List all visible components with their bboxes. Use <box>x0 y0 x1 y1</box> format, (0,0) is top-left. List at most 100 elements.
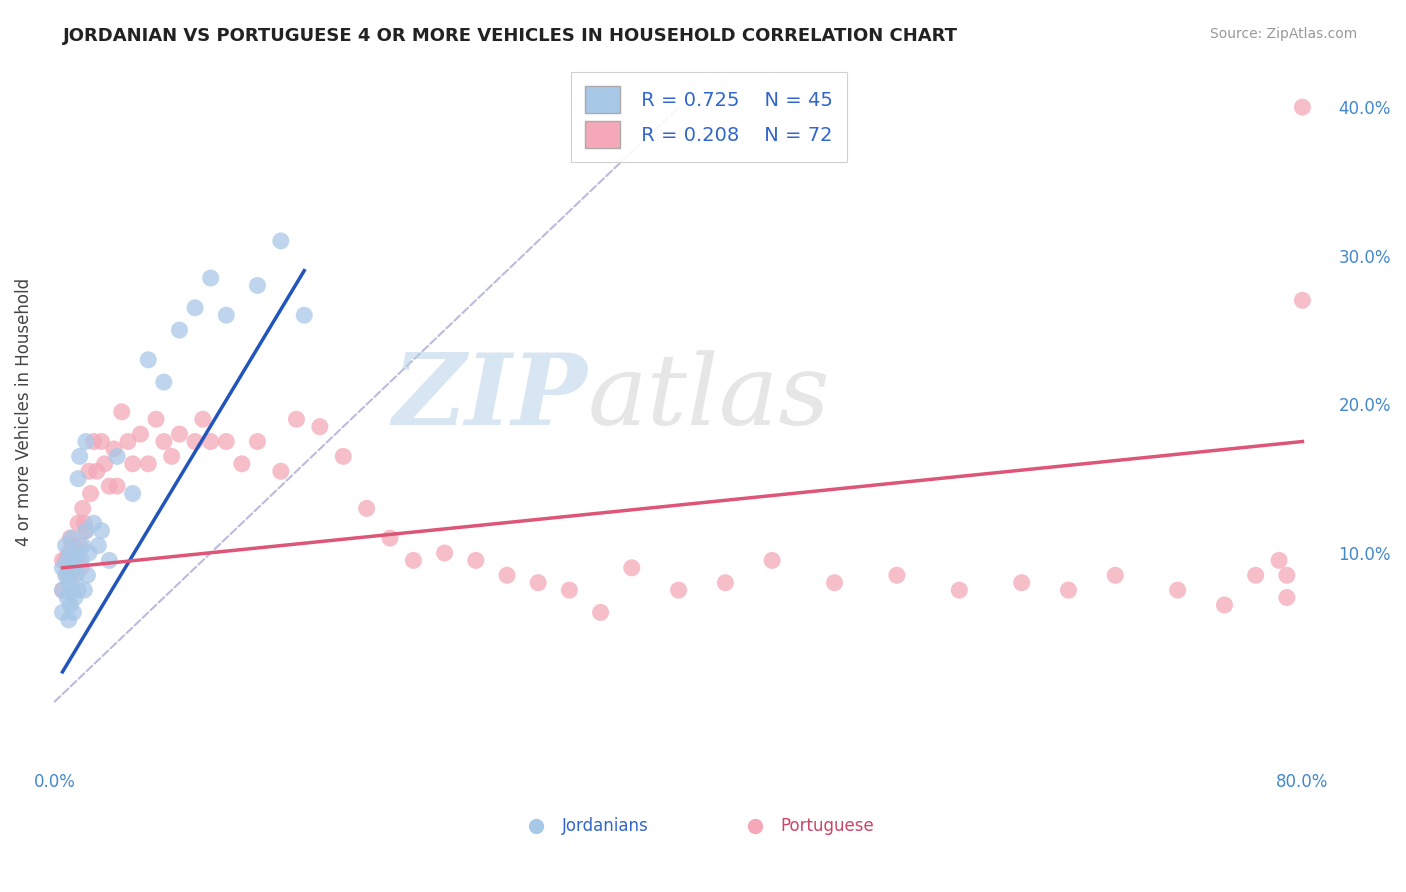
Point <box>901 814 924 828</box>
Point <box>589 606 612 620</box>
Point <box>285 412 308 426</box>
Point <box>1213 598 1236 612</box>
Point <box>402 553 425 567</box>
Point <box>56 553 79 567</box>
Text: atlas: atlas <box>588 350 830 445</box>
Point <box>62 568 84 582</box>
Point <box>93 457 115 471</box>
Point <box>73 583 96 598</box>
Point <box>59 546 82 560</box>
Point <box>67 546 90 560</box>
Point <box>105 479 128 493</box>
Point <box>527 575 550 590</box>
Point <box>103 442 125 456</box>
Point <box>56 591 79 605</box>
Point <box>51 583 73 598</box>
Point <box>98 553 121 567</box>
Point <box>1291 293 1313 308</box>
Point <box>72 539 94 553</box>
Point <box>636 814 658 828</box>
Point <box>67 472 90 486</box>
Point <box>714 575 737 590</box>
Point <box>378 531 401 545</box>
Point <box>433 546 456 560</box>
Point <box>63 553 86 567</box>
Point <box>62 561 84 575</box>
Point <box>51 553 73 567</box>
Point <box>246 278 269 293</box>
Point <box>77 546 100 560</box>
Legend:  R = 0.725    N = 45,  R = 0.208    N = 72: R = 0.725 N = 45, R = 0.208 N = 72 <box>571 72 846 162</box>
Point <box>464 553 486 567</box>
Text: ZIP: ZIP <box>392 350 588 446</box>
Point <box>58 613 80 627</box>
Point <box>948 583 970 598</box>
Point <box>169 323 191 337</box>
Point <box>169 427 191 442</box>
Point <box>620 561 643 575</box>
Point <box>86 464 108 478</box>
Point <box>1244 568 1267 582</box>
Point <box>63 546 86 560</box>
Point <box>75 524 97 538</box>
Point <box>70 561 93 575</box>
Point <box>1291 100 1313 114</box>
Point <box>121 486 143 500</box>
Point <box>153 375 176 389</box>
Point <box>65 568 87 582</box>
Point <box>67 583 90 598</box>
Point <box>1104 568 1126 582</box>
Point <box>105 450 128 464</box>
Point <box>58 546 80 560</box>
Point <box>51 583 73 598</box>
Point <box>63 591 86 605</box>
Point <box>308 419 330 434</box>
Point <box>60 583 83 598</box>
Point <box>67 516 90 531</box>
Point <box>215 434 238 449</box>
Point <box>136 352 159 367</box>
Point <box>191 412 214 426</box>
Point <box>1275 591 1298 605</box>
Point <box>200 271 222 285</box>
Point <box>824 575 846 590</box>
Point <box>87 539 110 553</box>
Point <box>160 450 183 464</box>
Point <box>129 427 152 442</box>
Point <box>117 434 139 449</box>
Point <box>69 450 91 464</box>
Point <box>59 598 82 612</box>
Point <box>98 479 121 493</box>
Text: Portuguese: Portuguese <box>780 816 875 835</box>
Text: JORDANIAN VS PORTUGUESE 4 OR MORE VEHICLES IN HOUSEHOLD CORRELATION CHART: JORDANIAN VS PORTUGUESE 4 OR MORE VEHICL… <box>63 27 959 45</box>
Point <box>51 606 73 620</box>
Point <box>60 539 83 553</box>
Point <box>1275 568 1298 582</box>
Point <box>55 539 77 553</box>
Point <box>59 531 82 545</box>
Point <box>76 568 98 582</box>
Point <box>111 405 134 419</box>
Point <box>668 583 690 598</box>
Point <box>496 568 519 582</box>
Point <box>55 553 77 567</box>
Point <box>292 308 315 322</box>
Point <box>75 434 97 449</box>
Point <box>200 434 222 449</box>
Point <box>59 561 82 575</box>
Point <box>51 561 73 575</box>
Point <box>1167 583 1189 598</box>
Point <box>72 501 94 516</box>
Point <box>62 606 84 620</box>
Point <box>70 553 93 567</box>
Point <box>231 457 253 471</box>
Point <box>886 568 908 582</box>
Point <box>215 308 238 322</box>
Point <box>77 464 100 478</box>
Point <box>65 553 87 567</box>
Point <box>58 575 80 590</box>
Point <box>83 516 105 531</box>
Point <box>121 457 143 471</box>
Point <box>761 553 783 567</box>
Point <box>83 434 105 449</box>
